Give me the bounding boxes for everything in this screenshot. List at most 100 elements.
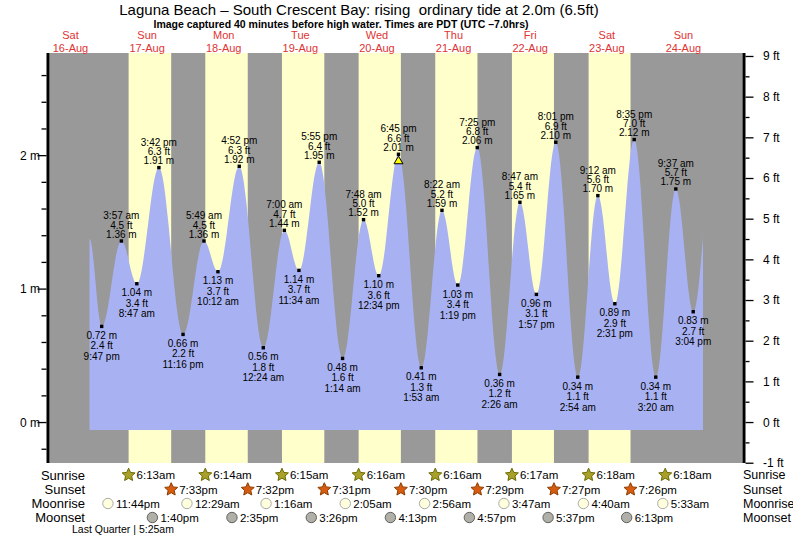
right-axis-label: 1 ft [763,375,780,389]
tide-extreme-dot [420,366,423,369]
sunset-icon [241,483,254,495]
day-label-date: 17-Aug [129,42,164,54]
low-tide-annotation: 0.36 m [484,378,515,389]
sunset-time: 7:31pm [332,484,370,496]
tide-extreme-dot [440,209,443,212]
tide-extreme-dot [157,166,160,169]
sunrise-icon [276,468,289,480]
left-axis-minor-tick [42,262,47,263]
tide-extreme-dot [238,165,241,168]
low-tide-annotation: 0.96 m [521,298,552,309]
sunrise-icon [582,468,595,480]
low-tide-annotation: 2.7 ft [682,326,704,337]
moonrise-icon [419,498,429,508]
tide-extreme-dot [283,229,286,232]
left-axis-minor-tick [42,369,47,370]
tide-extreme-dot [554,141,557,144]
low-tide-annotation: 1.2 ft [489,388,511,399]
moonset-time: 6:13pm [635,512,673,524]
tide-chart: 2 m1 m0 m9 ft8 ft7 ft6 ft5 ft4 ft3 ft2 f… [0,0,793,537]
sunrise-time: 6:13am [137,469,175,481]
sunrise-icon [659,468,672,480]
high-tide-annotation: 1.59 m [427,198,458,209]
moonset-time: 5:37pm [556,512,594,524]
right-axis-minor-tick [746,442,750,443]
moonrise-time: 5:33am [671,498,709,510]
low-tide-annotation: 0.66 m [168,338,199,349]
low-tide-annotation: 0.56 m [248,351,279,362]
sunset-icon [318,483,331,495]
low-tide-annotation: 0.83 m [678,315,709,326]
high-tide-annotation: 2.01 m [383,142,414,153]
sunset-time: 7:27pm [562,484,600,496]
low-tide-annotation: 0.72 m [86,330,117,341]
left-axis-label: 1 m [20,282,40,296]
low-tide-annotation: 2:31 pm [597,328,633,339]
low-tide-annotation: 1.1 ft [645,391,667,402]
sunrise-time: 6:17am [520,469,558,481]
sunset-time: 7:32pm [256,484,294,496]
right-axis-major-tick [746,259,754,260]
tide-extreme-dot [633,138,636,141]
tide-extreme-dot [377,274,380,277]
low-tide-annotation: 3.4 ft [447,299,469,310]
tide-extreme-dot [692,310,695,313]
low-tide-annotation: 1.8 ft [252,362,274,373]
tide-extreme-dot [135,282,138,285]
high-tide-annotation: 1.70 m [583,183,614,194]
high-tide-annotation: 1.91 m [144,155,175,166]
day-label-dow: Wed [366,29,388,41]
sunrise-time: 6:18am [597,469,635,481]
left-axis-minor-tick [42,128,47,129]
low-tide-annotation: 1:19 pm [440,310,476,321]
moonrise-time: 1:16am [274,498,312,510]
moonrise-icon [261,498,271,508]
day-label-date: 24-Aug [666,42,701,54]
low-tide-annotation: 12:34 pm [358,300,400,311]
left-axis-minor-tick [42,75,47,76]
low-tide-annotation: 3.1 ft [525,308,547,319]
low-tide-annotation: 3.4 ft [126,298,148,309]
sunrise-time: 6:18am [673,469,711,481]
right-axis-label: 0 ft [763,416,780,430]
low-tide-annotation: 10:12 am [197,296,239,307]
low-tide-annotation: 0.34 m [640,381,671,392]
day-label-dow: Mon [213,29,234,41]
left-axis-minor-tick [42,449,47,450]
day-label-dow: Sun [137,29,157,41]
moon-phase-label: Last Quarter | 5:25am [72,523,174,535]
tide-extreme-dot [498,373,501,376]
right-axis-major-tick [746,137,754,138]
low-tide-annotation: 0.89 m [600,307,631,318]
moonrise-icon [182,498,192,508]
high-tide-annotation: 1.65 m [505,190,536,201]
tide-extreme-dot [654,375,657,378]
low-tide-annotation: 1.3 ft [410,382,432,393]
sunset-time: 7:26pm [639,484,677,496]
right-axis-line [743,53,746,463]
high-tide-annotation: 1.52 m [348,207,379,218]
sunset-time: 7:29pm [485,484,523,496]
moonrise-time: 4:40am [591,498,629,510]
moonset-time: 4:13pm [398,512,436,524]
low-tide-annotation: 11:34 am [278,295,319,306]
moonrise-icon [658,498,668,508]
moonset-icon [227,512,237,522]
right-axis-minor-tick [746,117,750,118]
right-axis-label: 4 ft [763,253,780,267]
tide-extreme-dot [362,218,365,221]
sunrise-icon [199,468,212,480]
moonset-time: 3:26pm [319,512,357,524]
moonrise-icon [340,498,350,508]
moonset-icon [306,512,316,522]
high-tide-annotation: 1.44 m [269,218,300,229]
right-axis-minor-tick [746,198,750,199]
low-tide-annotation: 3:20 am [638,402,674,413]
sunrise-time: 6:16am [367,469,405,481]
low-tide-annotation: 2.4 ft [91,340,113,351]
right-axis-minor-tick [746,320,750,321]
moonset-icon [543,512,553,522]
low-tide-annotation: 2.2 ft [172,348,194,359]
left-axis-minor-tick [42,208,47,209]
sunrise-icon [429,468,442,480]
